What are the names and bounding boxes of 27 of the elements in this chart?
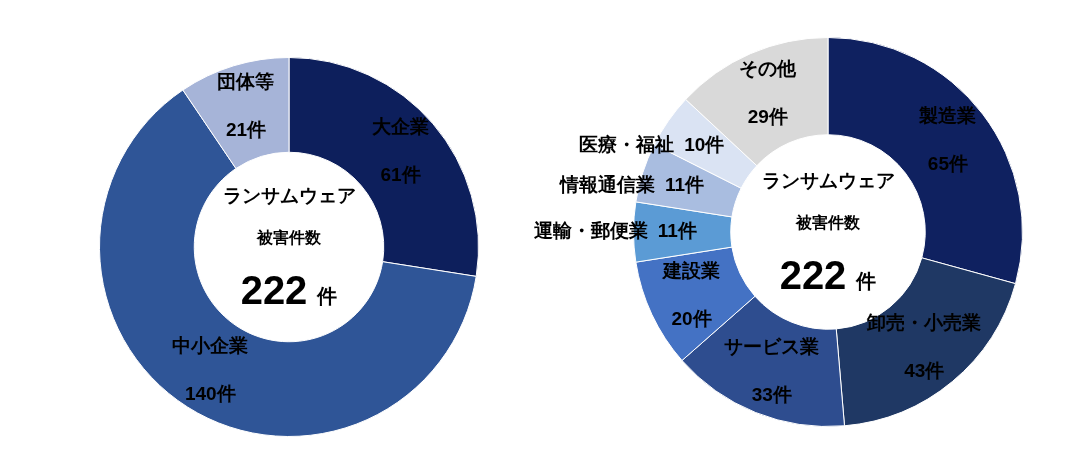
data-label: 20件 (671, 308, 712, 330)
data-label: 43件 (904, 360, 945, 382)
slice-label: 卸売・小売業 (866, 312, 982, 334)
data-label: 65件 (927, 152, 968, 174)
text: 222 件 (779, 253, 877, 298)
slice-label: 団体等 (217, 70, 275, 92)
text: 222 件 (240, 268, 338, 313)
slice-label: 製造業 (918, 104, 977, 126)
text: 被害件数 (795, 213, 861, 232)
slice-label: 建設業 (661, 260, 721, 282)
text: ランサムウェア (222, 185, 356, 207)
data-label: 21件 (225, 118, 267, 140)
slice-label: サービス業 (724, 336, 820, 358)
data-label: 61件 (380, 163, 421, 185)
slice-label: 中小企業 (172, 335, 249, 357)
data-label: 140件 (184, 383, 236, 405)
slice-label: 医療・福祉 (579, 134, 675, 156)
slice-label: その他 (739, 58, 798, 80)
data-label: 11件 (657, 220, 697, 242)
data-label: 33件 (751, 384, 792, 406)
slice-label: 大企業 (372, 115, 430, 137)
data-label: 10件 (684, 134, 725, 156)
data-label: 11件 (664, 174, 705, 196)
slice-label: 情報通信業 (558, 174, 655, 196)
text: 被害件数 (256, 228, 322, 247)
text: ランサムウェア (761, 170, 895, 192)
data-label: 29件 (747, 106, 788, 128)
